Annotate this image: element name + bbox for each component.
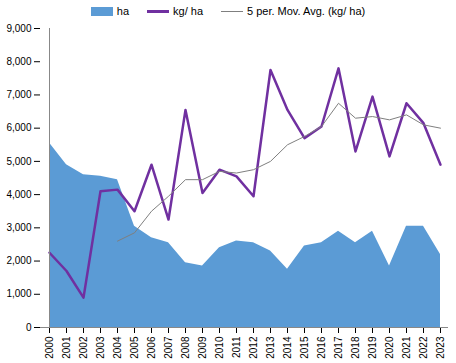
svg-text:2003: 2003 [95,336,106,359]
svg-text:2011: 2011 [231,336,242,358]
svg-text:2001: 2001 [61,336,72,359]
svg-text:2016: 2016 [316,336,327,359]
svg-text:2018: 2018 [350,336,361,359]
html-text:ha: ha [116,5,129,17]
svg-text:2022: 2022 [418,336,429,359]
html-text:kg/ ha: kg/ ha [173,5,203,17]
svg-text:3,000: 3,000 [6,222,31,233]
svg-text:2010: 2010 [214,336,225,359]
svg-text:2015: 2015 [299,336,310,359]
svg-text:2007: 2007 [163,336,174,359]
svg-text:6,000: 6,000 [6,122,31,133]
svg-text:2019: 2019 [367,336,378,359]
svg-text:2013: 2013 [265,336,276,359]
svg-text:2023: 2023 [435,336,446,359]
svg-text:2000: 2000 [44,336,55,359]
svg-text:2012: 2012 [248,336,259,359]
svg-text:2005: 2005 [129,336,140,359]
svg-text:2006: 2006 [146,336,157,359]
svg-text:4,000: 4,000 [6,189,31,200]
svg-text:5,000: 5,000 [6,156,31,167]
svg-text:1,000: 1,000 [6,288,31,299]
svg-text:2014: 2014 [282,336,293,359]
svg-text:2009: 2009 [197,336,208,359]
html-text:5 per. Mov. Avg. (kg/ ha): 5 per. Mov. Avg. (kg/ ha) [247,5,366,17]
svg-text:2,000: 2,000 [6,255,31,266]
svg-text:2017: 2017 [333,336,344,359]
svg-text:2008: 2008 [180,336,191,359]
svg-text:2021: 2021 [401,336,412,359]
svg-text:8,000: 8,000 [6,56,31,67]
svg-text:2002: 2002 [78,336,89,359]
svg-text:7,000: 7,000 [6,89,31,100]
svg-text:2020: 2020 [384,336,395,359]
svg-text:2004: 2004 [112,336,123,359]
svg-text:0: 0 [26,322,32,333]
svg-text:9,000: 9,000 [6,23,31,34]
